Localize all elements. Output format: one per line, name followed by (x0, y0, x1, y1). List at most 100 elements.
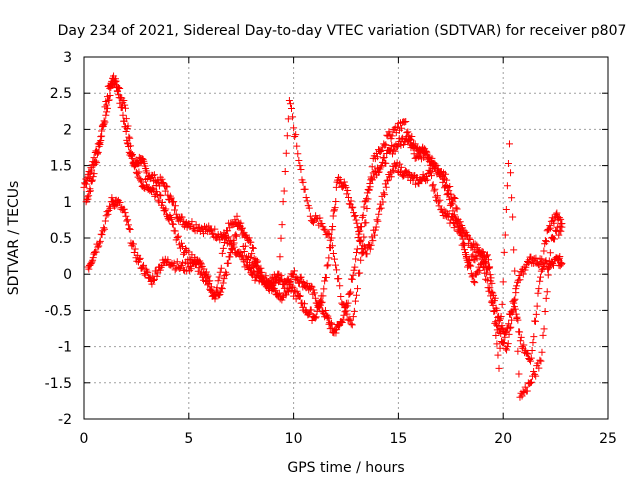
data-point (297, 166, 305, 174)
data-point (254, 263, 262, 271)
data-point (130, 158, 138, 166)
data-point (142, 176, 150, 184)
data-point (83, 196, 91, 204)
data-point (249, 244, 257, 252)
data-point (207, 226, 215, 234)
data-point (336, 282, 344, 290)
data-point (116, 99, 124, 107)
data-point (306, 309, 314, 317)
y-tick-label: -1 (58, 340, 72, 356)
data-point (161, 187, 169, 195)
x-axis-label: GPS time / hours (287, 460, 404, 476)
data-point (316, 304, 324, 312)
y-tick-label: 1 (63, 195, 72, 211)
data-point (532, 310, 540, 318)
data-point (167, 194, 175, 202)
data-point (487, 298, 495, 306)
data-point (355, 228, 363, 236)
data-point (332, 261, 340, 269)
data-point (323, 262, 331, 270)
data-point (377, 204, 385, 212)
data-point (332, 183, 340, 191)
data-point (298, 277, 306, 285)
data-point (280, 187, 288, 195)
data-point (422, 173, 430, 181)
data-point (376, 205, 384, 213)
data-point (294, 150, 302, 158)
data-point (450, 194, 458, 202)
data-point (524, 257, 532, 265)
data-point (283, 132, 291, 140)
data-point (96, 237, 104, 245)
data-points (80, 72, 566, 401)
data-point (317, 299, 325, 307)
data-point (92, 157, 100, 165)
data-point (251, 276, 259, 284)
data-point (348, 204, 356, 212)
y-tick-labels: -2 -1.5 -1 -0.5 0 0.5 1 1.5 2 2.5 3 (45, 50, 72, 428)
data-point (503, 343, 511, 351)
data-point (334, 322, 342, 330)
data-point (360, 203, 368, 211)
data-point (371, 231, 379, 239)
data-point (120, 96, 128, 104)
data-point (205, 279, 213, 287)
data-point (430, 187, 438, 195)
data-point (162, 205, 170, 213)
data-point (108, 194, 116, 202)
data-point (264, 285, 272, 293)
data-point (143, 267, 151, 275)
data-point (130, 248, 138, 256)
data-point (542, 294, 550, 302)
data-point (364, 195, 372, 203)
data-point (271, 279, 279, 287)
data-point (271, 286, 279, 294)
data-point (329, 212, 337, 220)
data-point (404, 128, 412, 136)
data-point (148, 185, 156, 193)
data-point (279, 198, 287, 206)
data-point (340, 301, 348, 309)
data-point (333, 326, 341, 334)
data-point (464, 263, 472, 271)
data-point (295, 293, 303, 301)
data-point (350, 307, 358, 315)
data-point (247, 238, 255, 246)
data-point (515, 271, 523, 279)
data-point (255, 267, 263, 275)
data-point (347, 288, 355, 296)
data-point (540, 247, 548, 255)
data-point (500, 330, 508, 338)
data-point (324, 261, 332, 269)
data-point (378, 146, 386, 154)
data-point (119, 111, 127, 119)
data-point (138, 264, 146, 272)
data-point (135, 168, 143, 176)
data-point (498, 322, 506, 330)
data-point (432, 193, 440, 201)
data-point (513, 314, 521, 322)
data-point (511, 305, 519, 313)
data-point (382, 183, 390, 191)
data-point (496, 344, 504, 352)
data-point (499, 278, 507, 286)
data-point (87, 259, 95, 267)
y-tick-label: 2.5 (50, 86, 72, 102)
data-point (511, 267, 519, 275)
data-point (193, 256, 201, 264)
data-point (216, 268, 224, 276)
data-point (219, 244, 227, 252)
data-point (399, 134, 407, 142)
data-point (384, 176, 392, 184)
data-point (321, 226, 329, 234)
data-point (209, 288, 217, 296)
data-point (490, 307, 498, 315)
data-point (233, 212, 241, 220)
data-point (478, 248, 486, 256)
data-point (372, 223, 380, 231)
data-point (526, 357, 534, 365)
data-point (495, 364, 503, 372)
data-point (323, 314, 331, 322)
data-point (163, 183, 171, 191)
data-point (236, 222, 244, 230)
